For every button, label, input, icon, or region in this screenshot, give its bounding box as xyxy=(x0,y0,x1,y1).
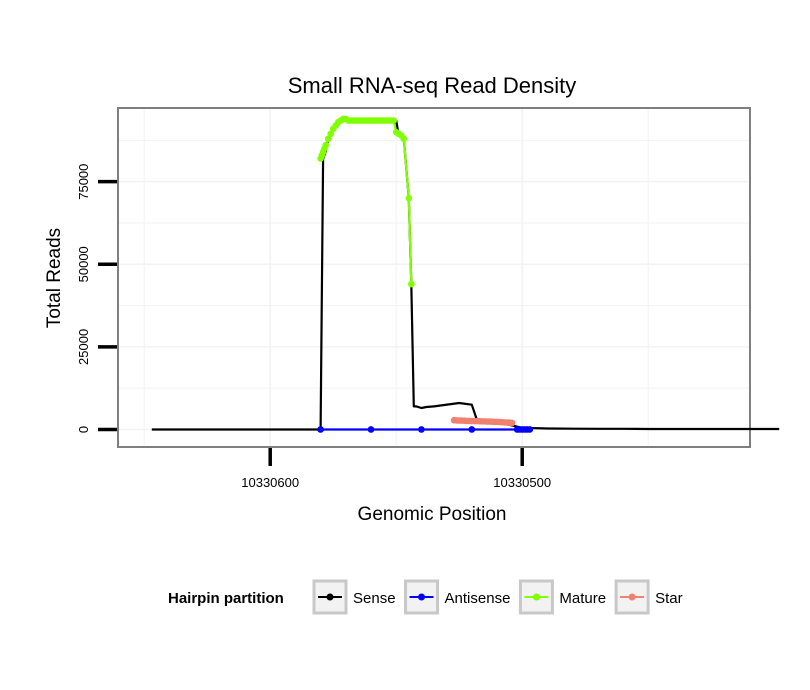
series-antisense xyxy=(317,426,534,433)
legend-key-point xyxy=(628,593,636,601)
legend-key-point xyxy=(532,593,540,601)
mature-point xyxy=(390,117,397,124)
y-axis-label: Total Reads xyxy=(44,228,65,328)
legend-item-antisense: Antisense xyxy=(404,579,511,615)
antisense-point xyxy=(526,426,534,433)
legend: Hairpin partition Sense Antisense Mature St… xyxy=(168,579,683,615)
antisense-point xyxy=(367,426,375,433)
antisense-point xyxy=(317,426,324,433)
series-star xyxy=(450,416,516,427)
mature-point xyxy=(405,194,413,202)
mature-point xyxy=(327,130,334,138)
legend-label-sense: Sense xyxy=(353,590,396,607)
series-mature xyxy=(317,115,415,288)
legend-label-antisense: Antisense xyxy=(445,590,511,607)
legend-title: Hairpin partition xyxy=(168,590,284,607)
y-tick-label: 50000 xyxy=(76,246,91,282)
mature-point xyxy=(400,135,408,143)
legend-label-star: Star xyxy=(655,590,683,607)
y-tick-label: 75000 xyxy=(76,164,91,200)
legend-item-sense: Sense xyxy=(312,579,396,615)
mature-point xyxy=(324,135,332,143)
legend-item-mature: Mature xyxy=(518,579,606,615)
mature-point xyxy=(408,280,415,288)
legend-item-star: Star xyxy=(614,579,683,615)
x-axis: 10330600 10330500 xyxy=(241,448,551,490)
y-tick-label: 25000 xyxy=(76,329,91,365)
legend-key-point xyxy=(418,593,426,601)
legend-key-point xyxy=(326,593,334,601)
y-tick-label: 0 xyxy=(76,426,91,433)
series-layer xyxy=(151,115,780,433)
mature-point xyxy=(322,142,329,149)
star-point xyxy=(508,419,516,427)
y-axis: 0 25000 50000 75000 xyxy=(76,164,117,433)
x-tick-label: 10330600 xyxy=(241,475,299,490)
plot-panel xyxy=(117,107,751,448)
antisense-point xyxy=(468,426,476,433)
x-tick-label: 10330500 xyxy=(493,475,551,490)
legend-label-mature: Mature xyxy=(559,590,606,607)
antisense-point xyxy=(418,426,425,433)
chart-title: Small RNA-seq Read Density xyxy=(288,73,577,98)
grid xyxy=(119,109,749,446)
x-axis-label: Genomic Position xyxy=(358,504,507,525)
